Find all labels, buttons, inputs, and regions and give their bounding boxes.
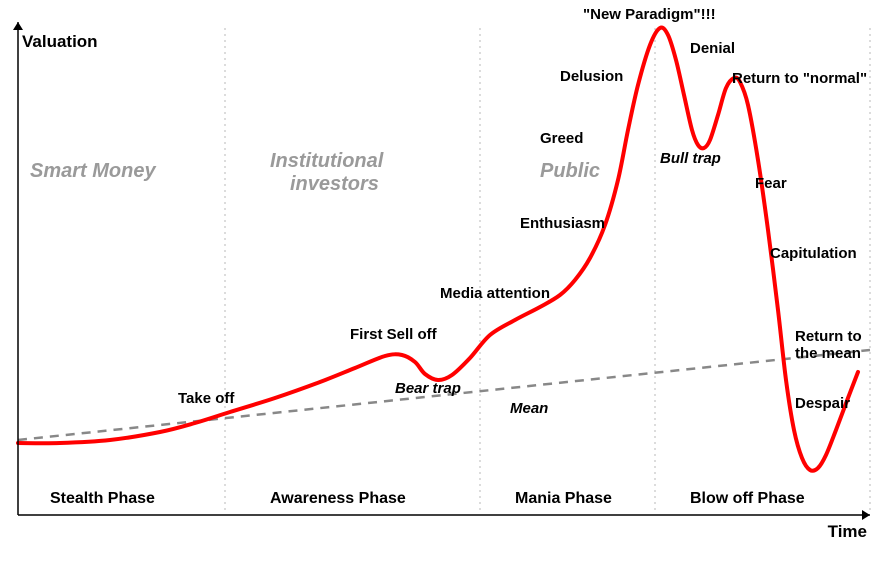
investor-label: Public	[540, 160, 600, 183]
stage-label: Delusion	[560, 68, 623, 85]
stage-label: Return to	[795, 328, 862, 345]
investor-label: Smart Money	[30, 160, 156, 183]
bubble-curve	[18, 28, 858, 471]
axes	[13, 22, 870, 520]
phase-label: Blow off Phase	[690, 490, 805, 508]
stage-label: the mean	[795, 345, 861, 362]
y-axis-label: Valuation	[22, 32, 98, 52]
x-axis-label: Time	[828, 522, 867, 542]
stage-label: Capitulation	[770, 245, 857, 262]
bubble-phases-chart: Valuation Time Smart Money Institutionali…	[0, 0, 875, 568]
stage-label: Return to "normal"	[732, 70, 867, 87]
stage-label: Fear	[755, 175, 787, 192]
y-axis-arrow-icon	[13, 22, 23, 30]
stage-label: Greed	[540, 130, 583, 147]
phase-label: Mania Phase	[515, 490, 612, 508]
stage-label: Despair	[795, 395, 850, 412]
phase-label: Awareness Phase	[270, 490, 406, 508]
investor-label: investors	[290, 173, 379, 196]
stage-label: "New Paradigm"!!!	[583, 6, 716, 23]
phase-label: Stealth Phase	[50, 490, 155, 508]
stage-label: Enthusiasm	[520, 215, 605, 232]
stage-label: Denial	[690, 40, 735, 57]
stage-label: Bull trap	[660, 150, 721, 167]
stage-label: First Sell off	[350, 326, 437, 343]
stage-label: Media attention	[440, 285, 550, 302]
investor-label: Institutional	[270, 150, 383, 173]
stage-label: Take off	[178, 390, 234, 407]
x-axis-arrow-icon	[862, 510, 870, 520]
stage-label: Mean	[510, 400, 548, 417]
stage-label: Bear trap	[395, 380, 461, 397]
